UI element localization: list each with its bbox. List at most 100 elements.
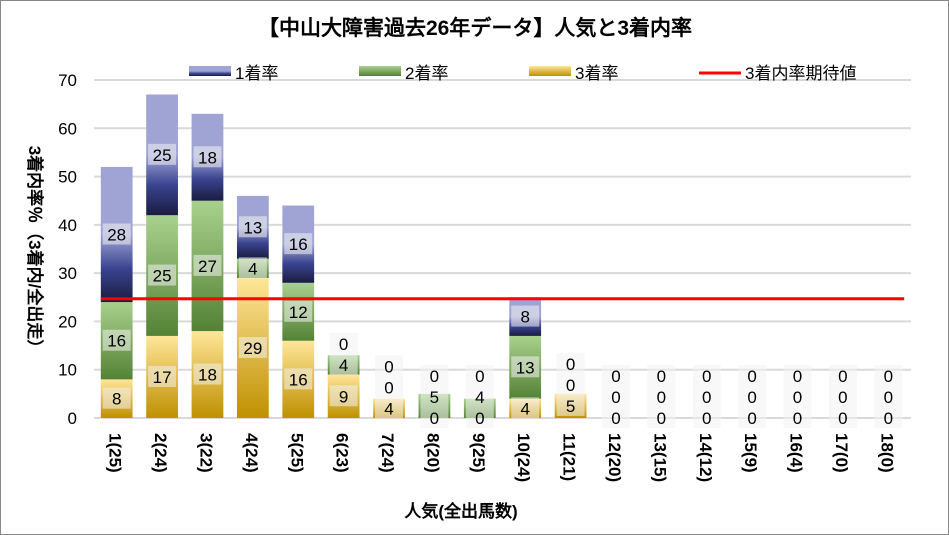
legend-label: 3着内率期待値: [745, 64, 856, 83]
x-axis-label: 人気(全出馬数): [404, 501, 517, 521]
legend-label: 3着率: [575, 64, 618, 83]
data-label-bg: [465, 386, 494, 407]
data-label-bg: [375, 397, 404, 419]
data-label-bg: [738, 407, 767, 428]
y-axis-label: 3着内率％（3着内/全出走）: [25, 146, 45, 357]
y-tick-label: 20: [58, 312, 77, 331]
data-label-bg: [601, 407, 630, 428]
data-label-bg: [193, 254, 222, 276]
data-label-bg: [556, 394, 585, 416]
data-label: 0: [793, 367, 802, 386]
data-label: 18: [198, 366, 217, 385]
legend-swatch: [359, 66, 401, 76]
data-label: 0: [702, 367, 711, 386]
data-label-bg: [284, 233, 313, 255]
data-label: 0: [475, 409, 484, 428]
data-label: 0: [747, 388, 756, 407]
data-label: 0: [702, 409, 711, 428]
data-label-bg: [511, 305, 540, 327]
data-label-bg: [420, 407, 449, 428]
data-label: 0: [384, 357, 393, 376]
data-label: 4: [520, 399, 529, 418]
y-tick-label: 60: [58, 119, 77, 138]
data-label: 28: [107, 226, 126, 245]
data-label-bg: [783, 365, 812, 386]
y-tick-label: 70: [58, 71, 77, 90]
legend-swatch: [189, 66, 231, 76]
x-tick-label: 11(21): [560, 433, 579, 481]
data-label-bg: [828, 407, 857, 428]
data-label-bg: [148, 365, 177, 387]
data-label: 0: [793, 388, 802, 407]
data-label: 4: [248, 259, 257, 278]
data-label-bg: [148, 264, 177, 286]
data-label: 4: [475, 388, 484, 407]
data-label-bg: [238, 216, 267, 238]
data-label-bg: [511, 356, 540, 378]
data-label-bg: [647, 407, 676, 428]
data-label-bg: [556, 373, 585, 395]
data-label-bg: [329, 353, 358, 375]
data-label: 0: [657, 409, 666, 428]
data-label-bg: [738, 365, 767, 386]
data-label-bg: [193, 146, 222, 168]
data-label-bg: [329, 332, 358, 354]
data-label: 0: [884, 409, 893, 428]
data-label: 16: [107, 332, 126, 351]
x-tick-label: 5(25): [287, 433, 306, 473]
x-tick-label: 18(0): [877, 433, 896, 473]
data-label-bg: [284, 368, 313, 390]
data-label: 16: [289, 235, 308, 254]
data-label: 13: [516, 358, 535, 377]
data-label: 0: [339, 335, 348, 354]
y-tick-label: 50: [58, 168, 77, 187]
data-label-bg: [465, 407, 494, 428]
x-tick-label: 17(0): [832, 433, 851, 473]
data-label-bg: [329, 385, 358, 407]
data-label: 0: [611, 388, 620, 407]
y-tick-label: 10: [58, 361, 77, 380]
data-label-bg: [511, 397, 540, 419]
data-label: 0: [747, 367, 756, 386]
data-label-bg: [647, 365, 676, 386]
data-label: 0: [793, 409, 802, 428]
data-label: 0: [566, 376, 575, 395]
chart-title: 【中山大障害過去26年データ】人気と3着内率: [258, 16, 692, 40]
data-label: 25: [153, 267, 172, 286]
x-tick-label: 15(9): [741, 433, 760, 473]
data-label-bg: [375, 376, 404, 398]
data-label: 0: [838, 409, 847, 428]
data-label-bg: [874, 407, 903, 428]
data-label: 18: [198, 148, 217, 167]
data-label-bg: [692, 386, 721, 407]
data-label-bg: [692, 407, 721, 428]
data-label: 0: [838, 367, 847, 386]
data-label-bg: [874, 365, 903, 386]
data-label-bg: [238, 257, 267, 279]
data-label: 25: [153, 146, 172, 165]
x-tick-label: 9(25): [469, 433, 488, 473]
x-tick-label: 8(20): [423, 433, 442, 473]
data-label: 0: [384, 378, 393, 397]
x-tick-label: 16(4): [787, 433, 806, 473]
data-label: 0: [838, 388, 847, 407]
data-label-bg: [102, 223, 131, 245]
data-label-bg: [783, 407, 812, 428]
data-label-bg: [738, 386, 767, 407]
data-label-bg: [647, 386, 676, 407]
data-label: 4: [339, 356, 348, 375]
data-label-bg: [601, 386, 630, 407]
data-label: 8: [112, 390, 121, 409]
data-label: 5: [430, 388, 439, 407]
data-label-bg: [420, 365, 449, 386]
x-tick-label: 2(24): [151, 433, 170, 473]
data-label-bg: [420, 386, 449, 407]
data-label: 0: [884, 388, 893, 407]
data-label-bg: [375, 355, 404, 377]
data-label-bg: [601, 365, 630, 386]
data-label: 0: [884, 367, 893, 386]
x-tick-label: 6(23): [333, 433, 352, 473]
data-label-bg: [828, 365, 857, 386]
